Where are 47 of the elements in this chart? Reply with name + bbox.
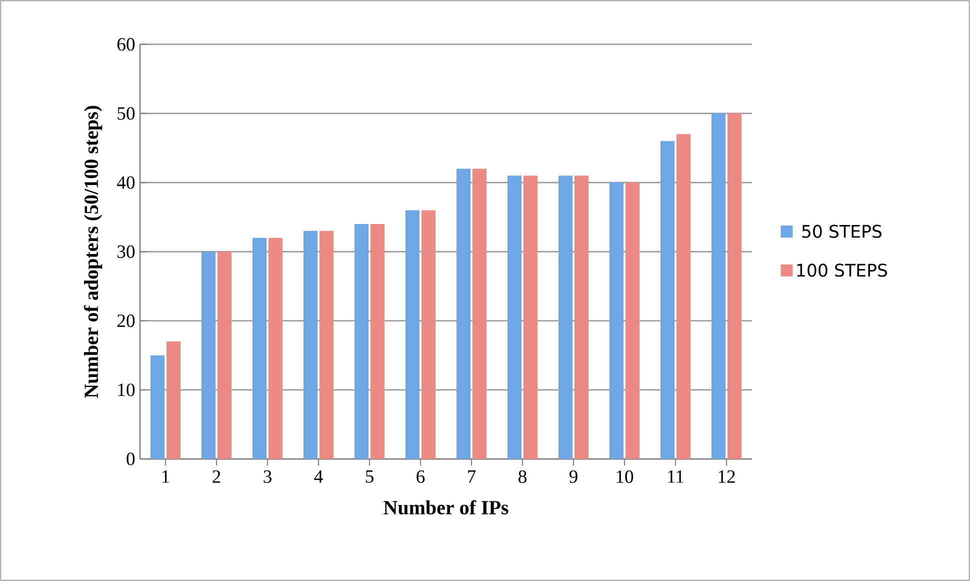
y-tick-label: 0 [126,452,135,466]
x-tick-label: 4 [314,470,323,483]
legend-label: 100 STEPS [797,264,888,277]
x-tick-label: 2 [212,470,220,483]
bar [268,238,283,459]
bar [558,176,573,459]
y-tick-label: 60 [117,38,135,51]
x-axis-title: Number of IPs [384,500,508,514]
x-tick-label: 11 [668,470,684,483]
x-tick-label: 1 [162,470,170,483]
bar [320,230,334,459]
bar [626,182,640,459]
bar [252,238,267,459]
bar [202,252,216,459]
x-tick-label: 5 [366,470,374,483]
y-tick-label: 40 [116,176,135,189]
y-axis-title: Number of adopters (50/100 steps) [84,106,102,398]
bar [524,176,538,459]
y-tick-label: 20 [117,314,135,328]
bar [304,230,318,459]
bar [712,113,726,459]
x-tick-label: 8 [518,470,526,483]
bar [610,182,624,459]
bar [728,113,742,459]
bar [676,134,691,459]
x-tick-label: 7 [468,470,476,483]
bar [166,341,181,459]
x-tick-label: 6 [416,470,425,483]
x-tick-label: 3 [264,470,272,483]
bar [150,355,165,459]
bar [574,176,589,459]
bar [472,168,487,459]
bar [456,168,471,459]
y-tick-label: 50 [118,107,135,120]
y-tick-label: 10 [118,384,135,396]
bar [354,224,369,459]
y-tick-label: 30 [118,245,135,258]
legend-label: 50 STEPS [802,224,882,238]
bar [370,224,385,459]
bar [406,210,420,459]
bar [508,176,522,459]
bar [422,210,436,459]
x-tick-label: 10 [616,470,634,483]
bar [660,141,675,459]
x-tick-label: 12 [718,470,735,483]
bar [218,252,232,459]
x-tick-label: 9 [569,470,578,483]
